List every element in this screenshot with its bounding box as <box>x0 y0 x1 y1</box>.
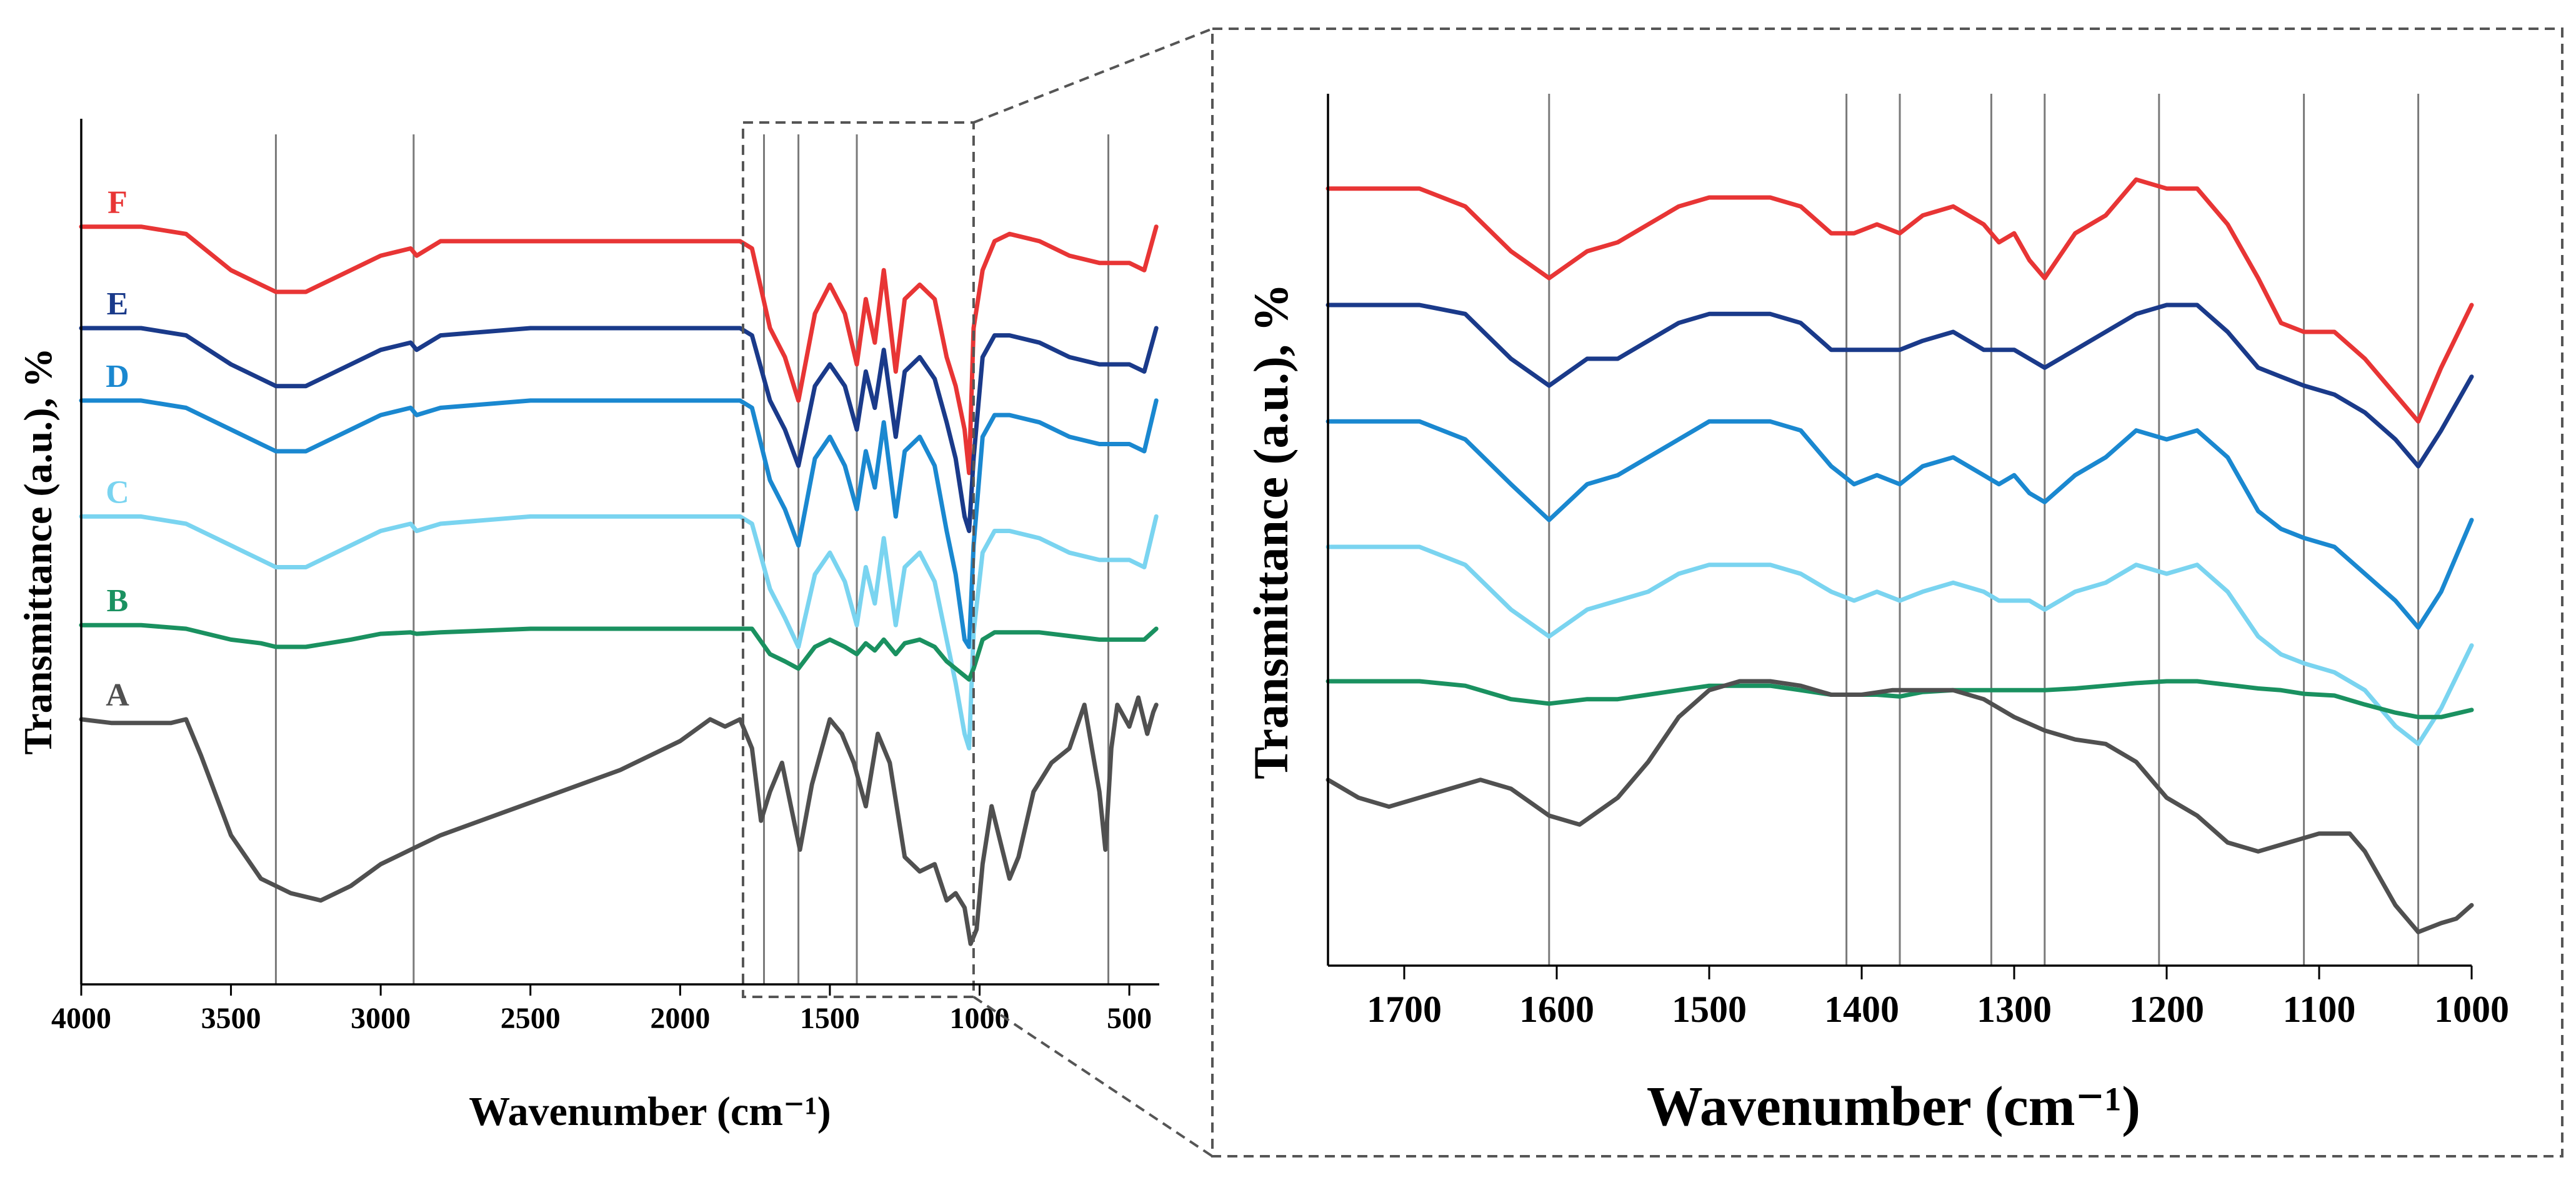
overview-x-tick-label: 1000 <box>950 1002 1010 1035</box>
zoom-x-tick-label: 1300 <box>1977 989 2052 1030</box>
overview-series <box>79 224 1159 946</box>
overview-x-ticks: 4000 3500 3000 2500 2000 1500 1000 500 <box>51 984 1152 1035</box>
zoom-series-c-line <box>1325 544 2474 746</box>
zoom-y-axis-title: Transmittance (a.u.), % <box>1244 283 1298 779</box>
zoom-series <box>1325 177 2474 934</box>
zoom-series-a-line <box>1325 679 2474 934</box>
zoom-reference-lines <box>1548 94 2420 966</box>
zoom-connector-top <box>973 28 1213 124</box>
overview-series-d-line <box>79 398 1159 649</box>
zoom-x-tick-label: 1700 <box>1367 989 1442 1030</box>
zoom-series-e-line <box>1325 302 2474 469</box>
overview-series-e-line <box>79 326 1159 533</box>
overview-x-tick-label: 4000 <box>51 1002 111 1035</box>
zoom-x-tick-label: 1600 <box>1519 989 1594 1030</box>
overview-y-axis-title: Transmittance (a.u.), % <box>16 348 60 754</box>
series-label-c: C <box>106 474 129 510</box>
zoom-x-tick-label: 1200 <box>2129 989 2204 1030</box>
overview-x-tick-label: 1500 <box>800 1002 860 1035</box>
overview-series-b-line <box>79 622 1159 682</box>
overview-series-f-line <box>79 224 1159 476</box>
zoom-x-tick-label: 1000 <box>2434 989 2509 1030</box>
overview-x-tick-label: 2000 <box>650 1002 710 1035</box>
zoom-x-tick-label: 1100 <box>2283 989 2356 1030</box>
series-label-d: D <box>106 359 129 394</box>
series-label-a: A <box>106 678 129 713</box>
zoom-x-tick-label: 1400 <box>1824 989 1899 1030</box>
zoom-panel-frame <box>1211 28 2564 1158</box>
zoom-series-f-line <box>1325 177 2474 424</box>
series-label-f: F <box>107 185 127 221</box>
overview-x-tick-label: 3000 <box>351 1002 411 1035</box>
zoom-series-b-line <box>1325 679 2474 719</box>
overview-series-labels: F E D C B A <box>106 185 129 713</box>
zoom-panel: 1700 1600 1500 1400 1300 1200 1100 1000 Wavenum… <box>1211 28 2564 1158</box>
overview-x-tick-label: 2500 <box>501 1002 561 1035</box>
overview-series-a-line <box>79 695 1159 946</box>
zoom-region-box <box>741 121 975 998</box>
overview-panel: 4000 3500 3000 2500 2000 1500 1000 500 F E D C B A W… <box>16 119 1159 1134</box>
overview-x-tick-label: 500 <box>1107 1002 1152 1035</box>
series-label-e: E <box>107 286 129 322</box>
overview-series-c-line <box>79 514 1159 751</box>
zoom-x-ticks: 1700 1600 1500 1400 1300 1200 1100 1000 <box>1367 966 2509 1030</box>
zoom-series-d-line <box>1325 419 2474 630</box>
series-label-b: B <box>107 583 129 619</box>
overview-x-axis-title: Wavenumber (cm⁻¹) <box>469 1089 831 1134</box>
overview-x-tick-label: 3500 <box>201 1002 261 1035</box>
zoom-x-axis-title: Wavenumber (cm⁻¹) <box>1647 1076 2140 1138</box>
zoom-x-tick-label: 1500 <box>1672 989 1747 1030</box>
